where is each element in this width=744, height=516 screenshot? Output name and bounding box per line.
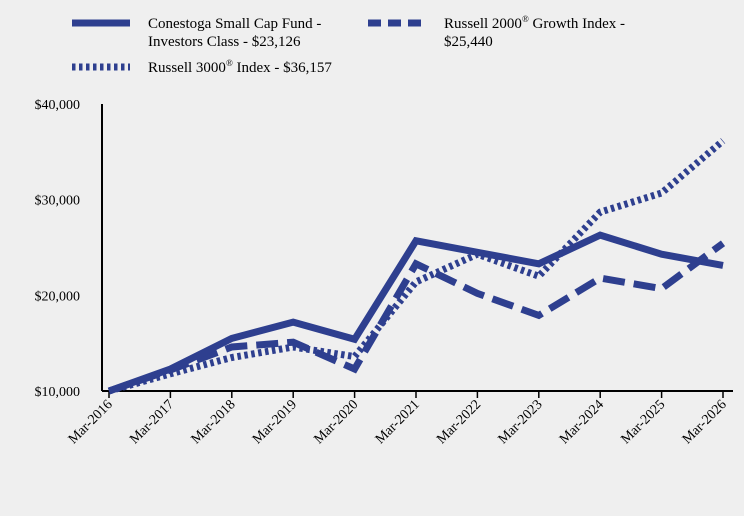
legend-r2000-sup: ® xyxy=(522,14,529,24)
legend: Conestoga Small Cap Fund - Investors Cla… xyxy=(72,14,625,76)
x-tick-label: Mar-2017 xyxy=(127,397,177,447)
legend-label-russell2000-line1: Russell 2000® Growth Index - xyxy=(444,14,625,32)
x-tick-label: Mar-2026 xyxy=(680,397,730,447)
y-tick-label: $10,000 xyxy=(35,385,81,400)
x-tick-label: Mar-2025 xyxy=(618,397,668,447)
x-tick-label: Mar-2024 xyxy=(557,397,607,447)
legend-r2000-pre: Russell 2000 xyxy=(444,16,522,32)
x-tick-label: Mar-2021 xyxy=(373,397,423,447)
legend-label-russell3000: Russell 3000® Index - $36,157 xyxy=(148,58,332,76)
legend-r3000-pre: Russell 3000 xyxy=(148,60,226,76)
x-tick-label: Mar-2018 xyxy=(189,397,239,447)
x-tick-label: Mar-2019 xyxy=(250,397,300,447)
legend-item-russell3000: Russell 3000® Index - $36,157 xyxy=(72,58,332,76)
x-tick-label: Mar-2023 xyxy=(496,397,546,447)
legend-item-fund: Conestoga Small Cap Fund - Investors Cla… xyxy=(72,16,321,50)
y-tick-label: $20,000 xyxy=(35,289,81,304)
x-tick-label: Mar-2020 xyxy=(311,397,361,447)
series-line-fund xyxy=(107,231,724,395)
legend-label-fund-line2: Investors Class - $23,126 xyxy=(148,34,301,50)
y-tick-label: $30,000 xyxy=(35,194,81,209)
x-tick-labels: Mar-2016 Mar-2017 Mar-2018 Mar-2019 Mar-2020… xyxy=(66,391,730,447)
series-lines xyxy=(107,138,726,395)
legend-r3000-sup: ® xyxy=(226,58,233,68)
legend-r2000-post: Growth Index - xyxy=(529,16,625,32)
legend-label-fund-line1: Conestoga Small Cap Fund - xyxy=(148,16,321,32)
x-tick-label: Mar-2022 xyxy=(434,397,484,447)
series-line-russell2000 xyxy=(107,240,726,395)
legend-r3000-post: Index - $36,157 xyxy=(233,60,333,76)
y-tick-labels: $10,000 $20,000 $30,000 $40,000 xyxy=(35,98,81,400)
x-tick-label: Mar-2016 xyxy=(66,397,116,447)
series-line-russell3000 xyxy=(108,138,726,395)
legend-label-russell2000-line2: $25,440 xyxy=(444,34,493,50)
legend-item-russell2000: Russell 2000® Growth Index - $25,440 xyxy=(368,14,625,50)
y-tick-label: $40,000 xyxy=(35,98,81,113)
